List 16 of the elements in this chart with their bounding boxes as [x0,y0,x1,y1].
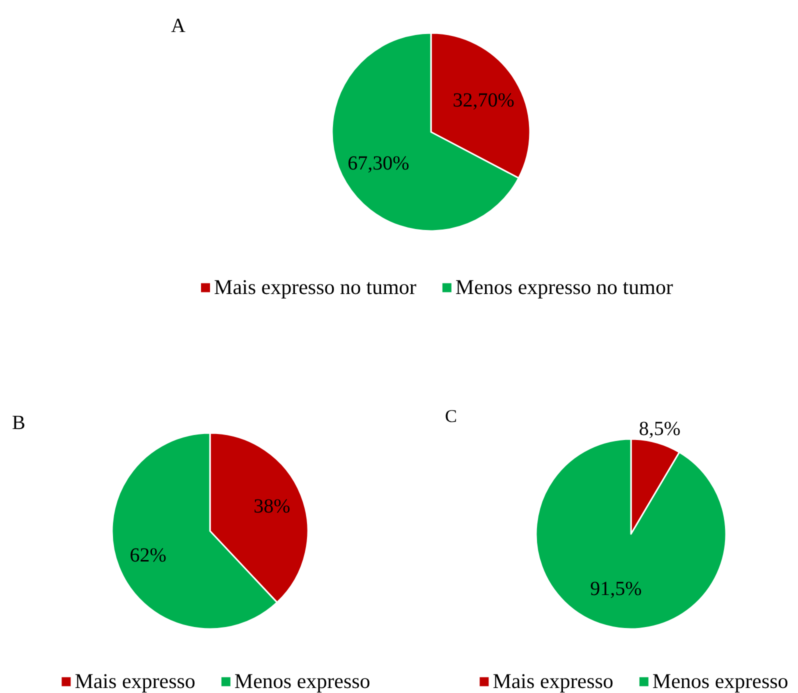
legend-label: Menos expresso [234,669,370,693]
data-label: 32,70% [452,89,514,112]
legend-label: Menos expresso [652,669,788,693]
chart-title: C [445,406,458,426]
data-label: 91,5% [590,578,642,600]
data-label: 62% [130,544,166,567]
data-label: 38% [254,495,290,518]
legend-label: Menos expresso no tumor [455,275,673,299]
chart-title: A [171,15,186,37]
pie-slice [535,438,727,630]
chart-title: B [12,412,26,434]
legend-label: Mais expresso [492,669,614,693]
legend-label: Mais expresso no tumor [214,275,416,299]
data-label: 67,30% [348,152,410,175]
legend-label: Mais expresso [74,669,196,693]
data-label: 8,5% [638,418,681,440]
